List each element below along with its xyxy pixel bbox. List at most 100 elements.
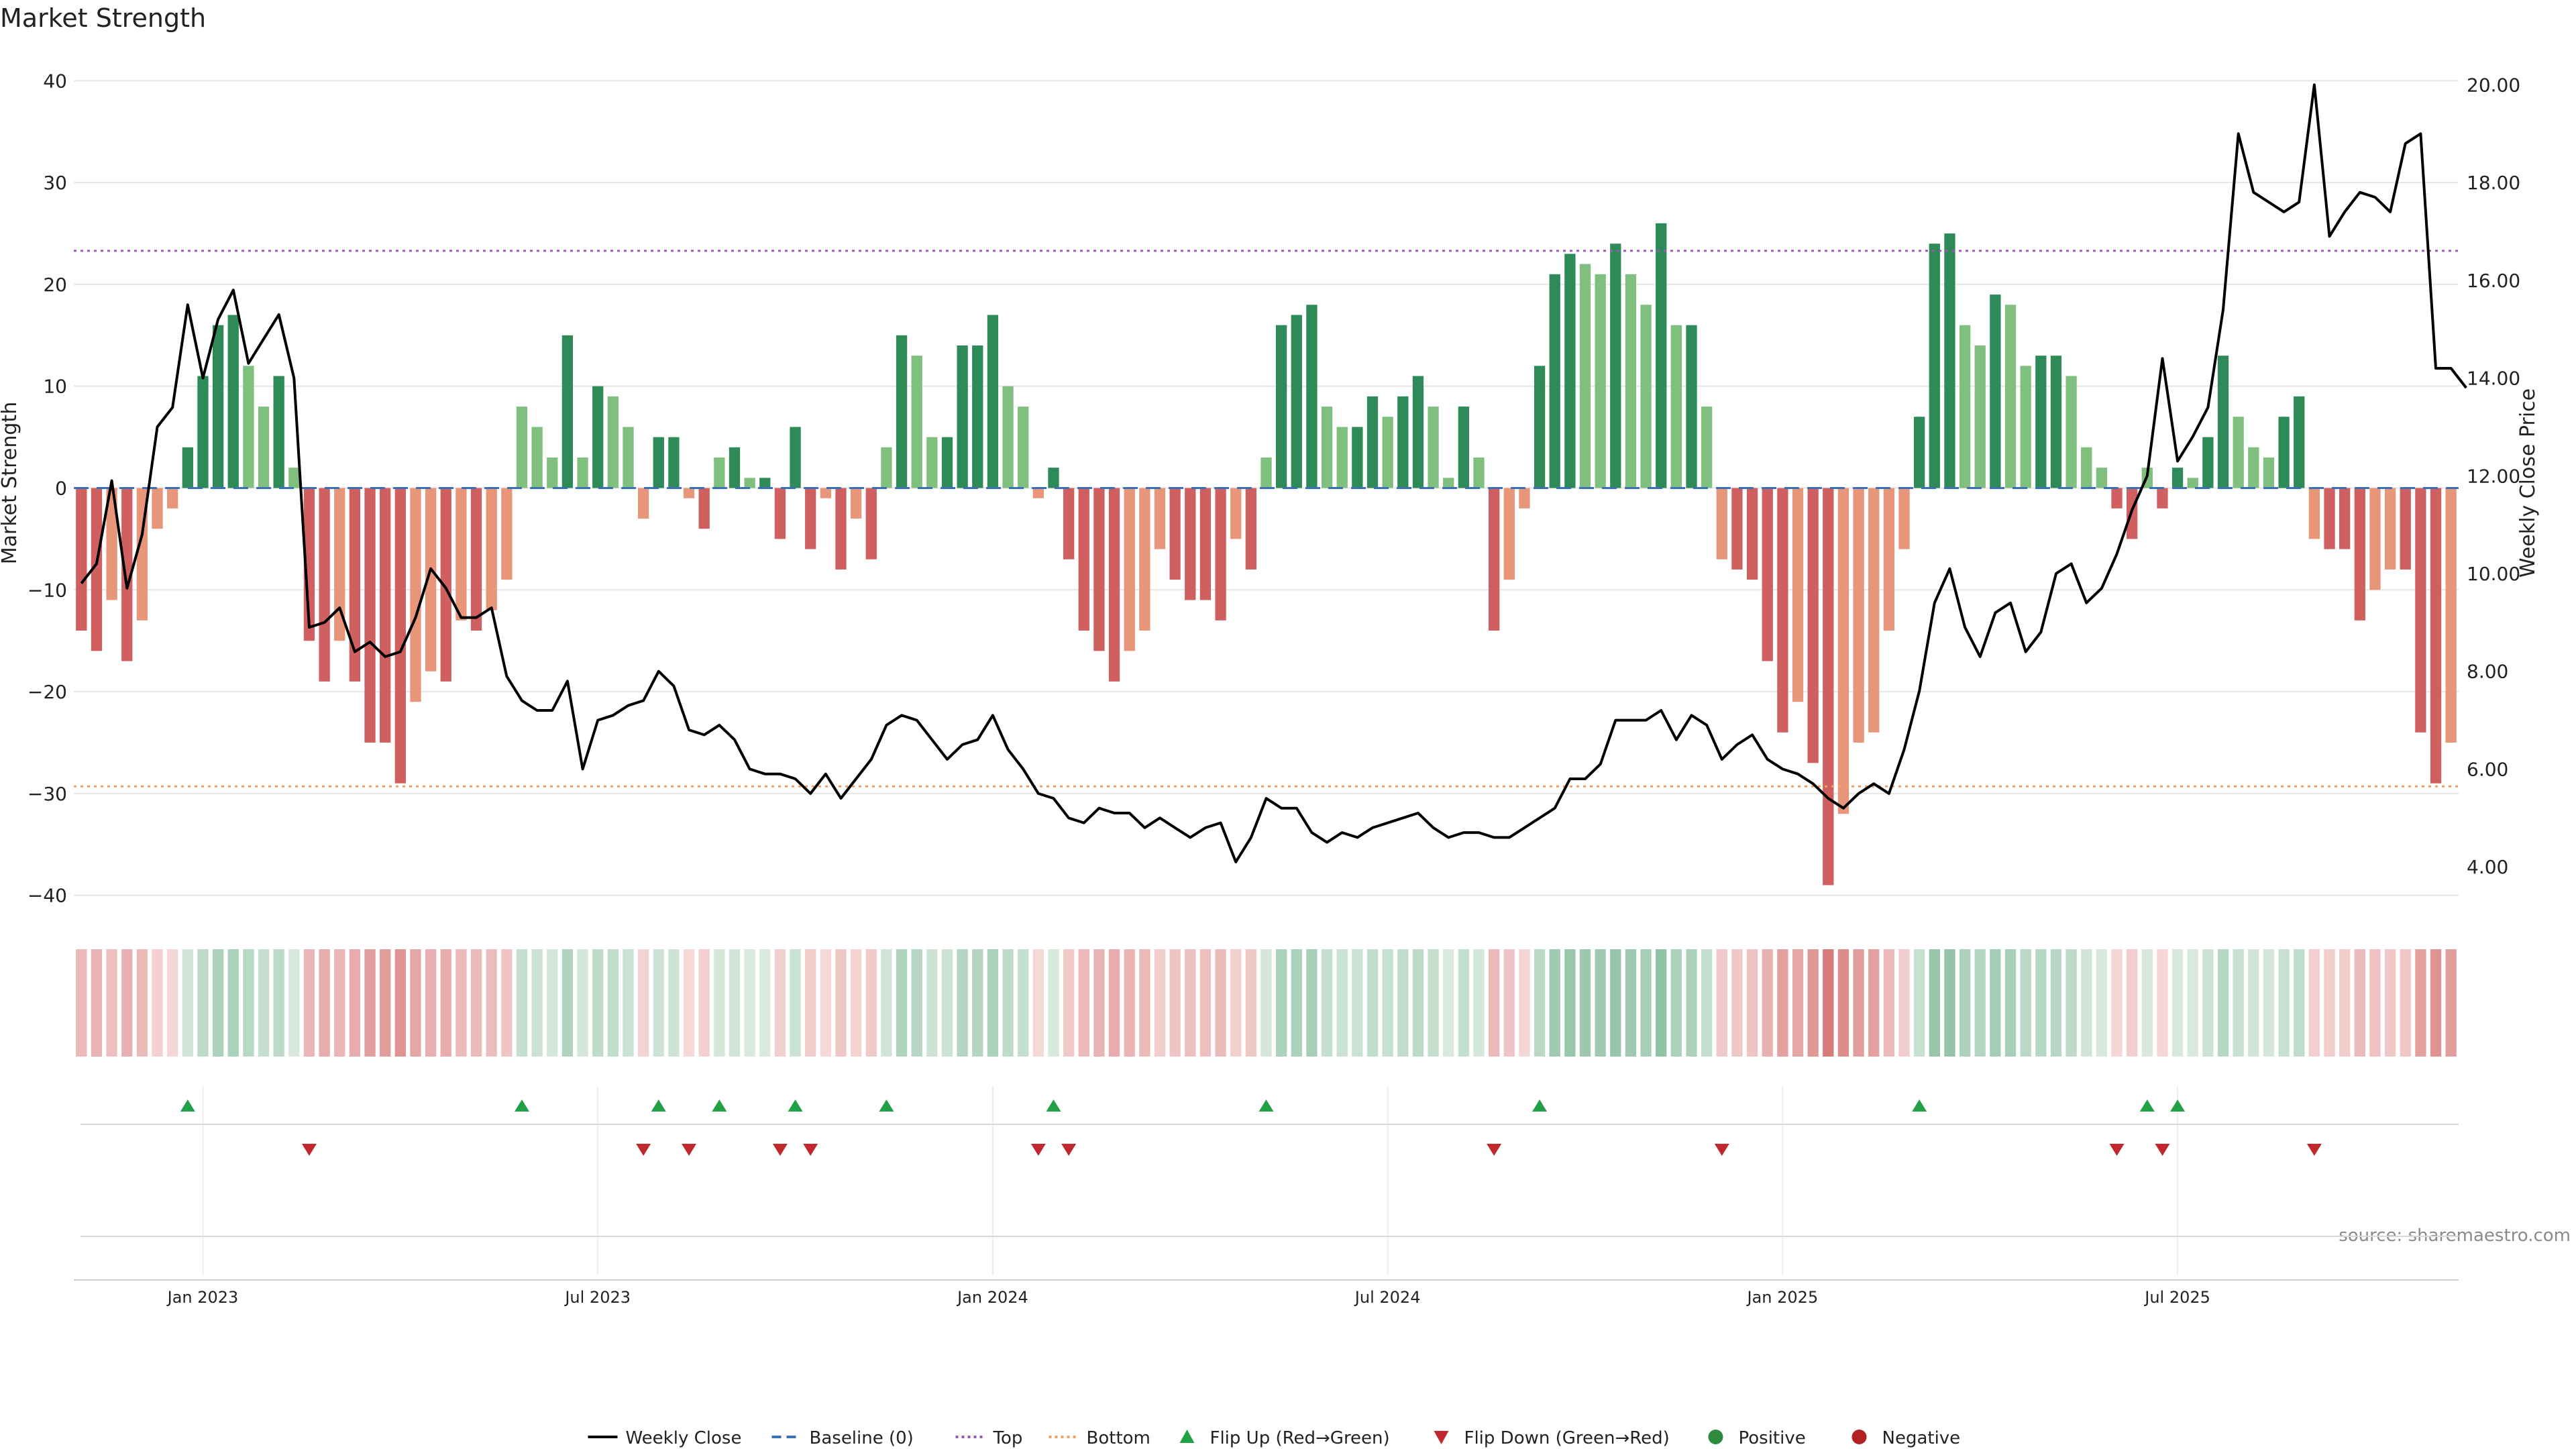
strength-bar bbox=[698, 488, 710, 529]
heat-cell bbox=[2308, 949, 2320, 1057]
flip-down-marker bbox=[301, 1144, 317, 1156]
heat-cell bbox=[1336, 949, 1348, 1057]
strength-bar bbox=[2050, 356, 2062, 488]
heat-cell bbox=[668, 949, 680, 1057]
strength-bar bbox=[1336, 427, 1348, 488]
strength-bar bbox=[1959, 325, 1971, 488]
strength-bar bbox=[2035, 356, 2047, 488]
heat-cell bbox=[1807, 949, 1819, 1057]
heat-cell bbox=[2217, 949, 2229, 1057]
flip-up-marker bbox=[2170, 1099, 2186, 1112]
heat-cell bbox=[1656, 949, 1667, 1057]
x-tick-label-0: Jan 2023 bbox=[166, 1288, 239, 1307]
strength-bar bbox=[1306, 305, 1318, 488]
strength-bar bbox=[1108, 488, 1120, 682]
flip-up-marker bbox=[1532, 1099, 1548, 1112]
heat-cell bbox=[865, 949, 877, 1057]
heat-cell bbox=[2354, 949, 2365, 1057]
strength-bar bbox=[288, 468, 300, 488]
strength-bar bbox=[1443, 478, 1454, 488]
flip-down-marker bbox=[1714, 1144, 1729, 1156]
heat-cell bbox=[1914, 949, 1925, 1057]
strength-bar bbox=[1260, 457, 1272, 488]
heat-cell bbox=[1823, 949, 1834, 1057]
heat-cell bbox=[820, 949, 831, 1057]
heat-cell bbox=[2035, 949, 2047, 1057]
heat-cell bbox=[2248, 949, 2259, 1057]
legend-label-0: Weekly Close bbox=[626, 1428, 742, 1448]
heat-cell bbox=[136, 949, 148, 1057]
heat-cell bbox=[1428, 949, 1439, 1057]
strength-bar bbox=[1534, 366, 1546, 488]
strength-bar bbox=[896, 335, 908, 488]
heat-cell bbox=[1458, 949, 1470, 1057]
strength-bar bbox=[1412, 376, 1424, 488]
strength-bar bbox=[623, 427, 634, 488]
strength-bar bbox=[2004, 305, 2017, 488]
strength-bar bbox=[182, 447, 193, 488]
heat-cell bbox=[2141, 949, 2153, 1057]
strength-bar bbox=[2294, 396, 2305, 488]
heat-cell bbox=[243, 949, 254, 1057]
heat-cell bbox=[2065, 949, 2077, 1057]
y-tick-left-5: −10 bbox=[28, 579, 67, 601]
legend-negative-marker bbox=[1851, 1430, 1867, 1444]
heat-cell bbox=[288, 949, 300, 1057]
legend-label-6: Positive bbox=[1739, 1428, 1806, 1448]
heat-cell bbox=[2263, 949, 2275, 1057]
strength-bar bbox=[2278, 417, 2290, 488]
x-tick-label-4: Jan 2025 bbox=[1746, 1288, 1819, 1307]
strength-bar bbox=[577, 457, 588, 488]
heat-cell bbox=[1595, 949, 1606, 1057]
strength-bar bbox=[1807, 488, 1819, 763]
strength-bar bbox=[1625, 274, 1637, 488]
strength-bar bbox=[2187, 478, 2198, 488]
heat-cell bbox=[91, 949, 103, 1057]
heat-cell bbox=[653, 949, 664, 1057]
strength-bar bbox=[1275, 325, 1287, 488]
heat-cell bbox=[1124, 949, 1135, 1057]
strength-bar bbox=[2369, 488, 2381, 590]
flip-markers bbox=[80, 1099, 2459, 1237]
heat-cell bbox=[1169, 949, 1181, 1057]
strength-bar bbox=[1185, 488, 1196, 600]
heat-cell bbox=[957, 949, 968, 1057]
strength-bar bbox=[1898, 488, 1910, 549]
strength-bar bbox=[531, 427, 543, 488]
strength-bar bbox=[1366, 396, 1379, 488]
heat-cell bbox=[637, 949, 649, 1057]
flip-up-marker bbox=[180, 1099, 195, 1112]
heat-cell bbox=[2050, 949, 2062, 1057]
heat-cell bbox=[1716, 949, 1727, 1057]
y-ticks-left: 40 30 20 10 0 −10 −20 −30 −40 bbox=[28, 70, 67, 906]
strength-bar bbox=[653, 437, 664, 488]
heat-cell bbox=[1488, 949, 1500, 1057]
heat-cell bbox=[1762, 949, 1773, 1057]
heat-cell bbox=[926, 949, 938, 1057]
heat-cell bbox=[1990, 949, 2001, 1057]
strength-bar bbox=[607, 396, 619, 488]
strength-bar bbox=[1473, 457, 1485, 488]
heat-cell bbox=[2096, 949, 2108, 1057]
heat-cell bbox=[835, 949, 847, 1057]
heat-cell bbox=[744, 949, 755, 1057]
strength-bar bbox=[1914, 417, 1925, 488]
strength-bar bbox=[957, 345, 968, 488]
strength-bar bbox=[2081, 447, 2092, 488]
strength-bar bbox=[410, 488, 421, 702]
strength-bar bbox=[1944, 233, 1955, 488]
strength-bar bbox=[1321, 407, 1333, 488]
heat-cell bbox=[212, 949, 224, 1057]
strength-bar bbox=[1352, 427, 1363, 488]
strength-bar bbox=[1746, 488, 1758, 580]
strength-bar bbox=[2065, 376, 2077, 488]
strength-bar bbox=[258, 407, 270, 488]
strength-bar bbox=[1686, 325, 1697, 488]
strength-bar bbox=[547, 457, 558, 488]
flip-down-marker bbox=[772, 1144, 788, 1156]
heat-cell bbox=[1519, 949, 1530, 1057]
strength-bar bbox=[1656, 223, 1667, 488]
strength-bar bbox=[2263, 457, 2275, 488]
strength-bar bbox=[1549, 274, 1560, 488]
heat-cell bbox=[1473, 949, 1485, 1057]
